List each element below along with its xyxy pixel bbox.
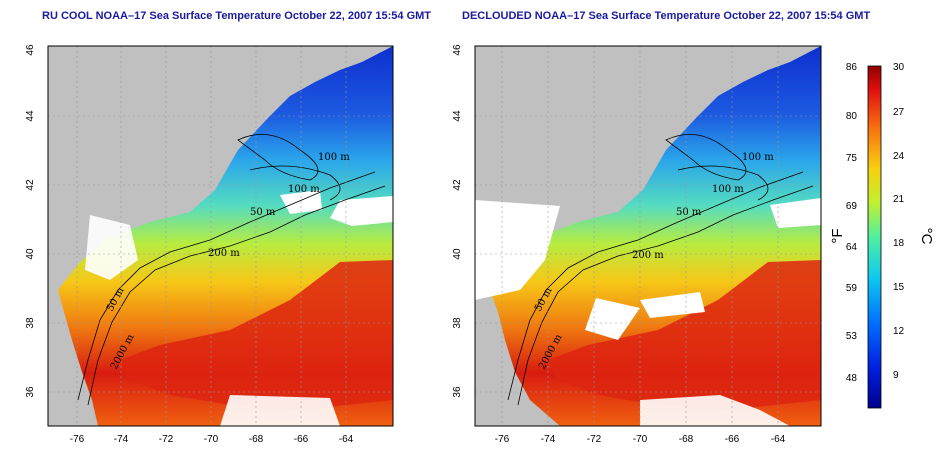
right-lat-tick: 46 — [452, 44, 463, 56]
colorbar-fahrenheit-unit: °F — [829, 228, 846, 243]
colorbar-c-tick: 15 — [893, 282, 905, 293]
right-lat-tick: 42 — [452, 179, 463, 191]
right-lon-tick: -70 — [633, 434, 648, 445]
left-map-bathymetry — [77, 134, 386, 406]
left-lat-tick: 46 — [25, 44, 36, 56]
right-lat-tick: 36 — [452, 386, 463, 398]
right-map-cloud — [640, 292, 705, 318]
left-contour-label: 200 m — [208, 248, 240, 259]
right-lat-ticks: 46 44 42 40 38 36 — [452, 44, 463, 398]
left-map-warm-core — [120, 260, 393, 410]
left-lon-tick: -68 — [249, 434, 264, 445]
right-map-bathymetry — [507, 134, 814, 406]
colorbar-f-tick: 53 — [846, 331, 858, 342]
left-contour-label: 100 m — [288, 184, 320, 195]
colorbar-f-tick: 48 — [846, 373, 858, 384]
colorbar-c-tick: 21 — [893, 194, 905, 205]
right-contour-label: 200 m — [632, 250, 664, 261]
right-contour-label: 50 m — [676, 207, 702, 218]
colorbar-f-tick: 80 — [846, 111, 858, 122]
left-lat-tick: 42 — [25, 179, 36, 191]
colorbar-c-tick: 12 — [893, 326, 905, 337]
left-lon-tick: -66 — [294, 434, 309, 445]
right-map: 100 m 100 m 50 m 200 m 50 m 2000 m 46 44… — [452, 44, 822, 445]
colorbar-c-tick: 30 — [893, 62, 905, 73]
right-lon-tick: -74 — [541, 434, 556, 445]
right-map-cloud — [640, 395, 790, 426]
left-lon-tick: -72 — [159, 434, 174, 445]
colorbar-f-tick: 59 — [846, 283, 858, 294]
colorbar-c-tick: 18 — [893, 238, 905, 249]
right-lat-tick: 38 — [452, 317, 463, 329]
right-map-title: DECLOUDED NOAA–17 Sea Surface Temperatur… — [462, 10, 871, 22]
colorbar: 86 80 75 69 64 59 53 48 30 27 24 21 18 1… — [829, 62, 935, 409]
right-map-frame — [474, 45, 822, 427]
right-lat-tick: 40 — [452, 248, 463, 260]
left-lon-ticks: -76 -74 -72 -70 -68 -66 -64 — [70, 434, 354, 445]
left-contour-label: 100 m — [318, 152, 350, 163]
colorbar-f-tick: 86 — [846, 62, 858, 73]
right-map-grid — [475, 46, 821, 426]
colorbar-f-tick: 64 — [846, 242, 858, 253]
colorbar-c-tick: 24 — [893, 151, 905, 162]
right-map-warm-core — [548, 260, 821, 410]
left-lat-tick: 40 — [25, 248, 36, 260]
colorbar-f-tick: 75 — [846, 153, 858, 164]
right-contour-label: 100 m — [712, 184, 744, 195]
colorbar-celsius-unit: °C — [918, 228, 935, 245]
left-contour-label: 50 m — [250, 207, 276, 218]
right-lon-tick: -72 — [587, 434, 602, 445]
left-map-cloud — [85, 215, 138, 280]
right-map-cloud — [770, 198, 821, 228]
left-lat-tick: 38 — [25, 317, 36, 329]
colorbar-c-tick: 9 — [893, 370, 899, 381]
colorbar-c-tick: 27 — [893, 107, 905, 118]
right-lon-tick: -66 — [725, 434, 740, 445]
right-map-cloud — [585, 298, 640, 340]
left-map-cloud — [220, 395, 340, 426]
right-lon-tick: -68 — [679, 434, 694, 445]
right-lon-tick: -76 — [495, 434, 510, 445]
left-map-title: RU COOL NOAA–17 Sea Surface Temperature … — [42, 10, 432, 22]
left-lon-tick: -74 — [114, 434, 129, 445]
right-contour-label: 100 m — [742, 152, 774, 163]
left-lon-tick: -64 — [339, 434, 354, 445]
left-lon-tick: -70 — [204, 434, 219, 445]
left-map-frame — [47, 45, 394, 427]
left-map: 100 m 100 m 50 m 200 m 50 m 2000 m 46 44… — [25, 44, 394, 445]
left-map-cloud — [330, 196, 393, 226]
left-lon-tick: -76 — [70, 434, 85, 445]
right-lon-tick: -64 — [771, 434, 786, 445]
left-map-grid — [48, 46, 393, 426]
right-lat-tick: 44 — [452, 110, 463, 122]
colorbar-gradient — [867, 65, 882, 409]
left-lat-tick: 44 — [25, 110, 36, 122]
left-lat-ticks: 46 44 42 40 38 36 — [25, 44, 36, 398]
colorbar-f-tick: 69 — [846, 201, 858, 212]
right-lon-ticks: -76 -74 -72 -70 -68 -66 -64 — [495, 434, 786, 445]
left-lat-tick: 36 — [25, 386, 36, 398]
right-map-cloud — [475, 200, 560, 300]
